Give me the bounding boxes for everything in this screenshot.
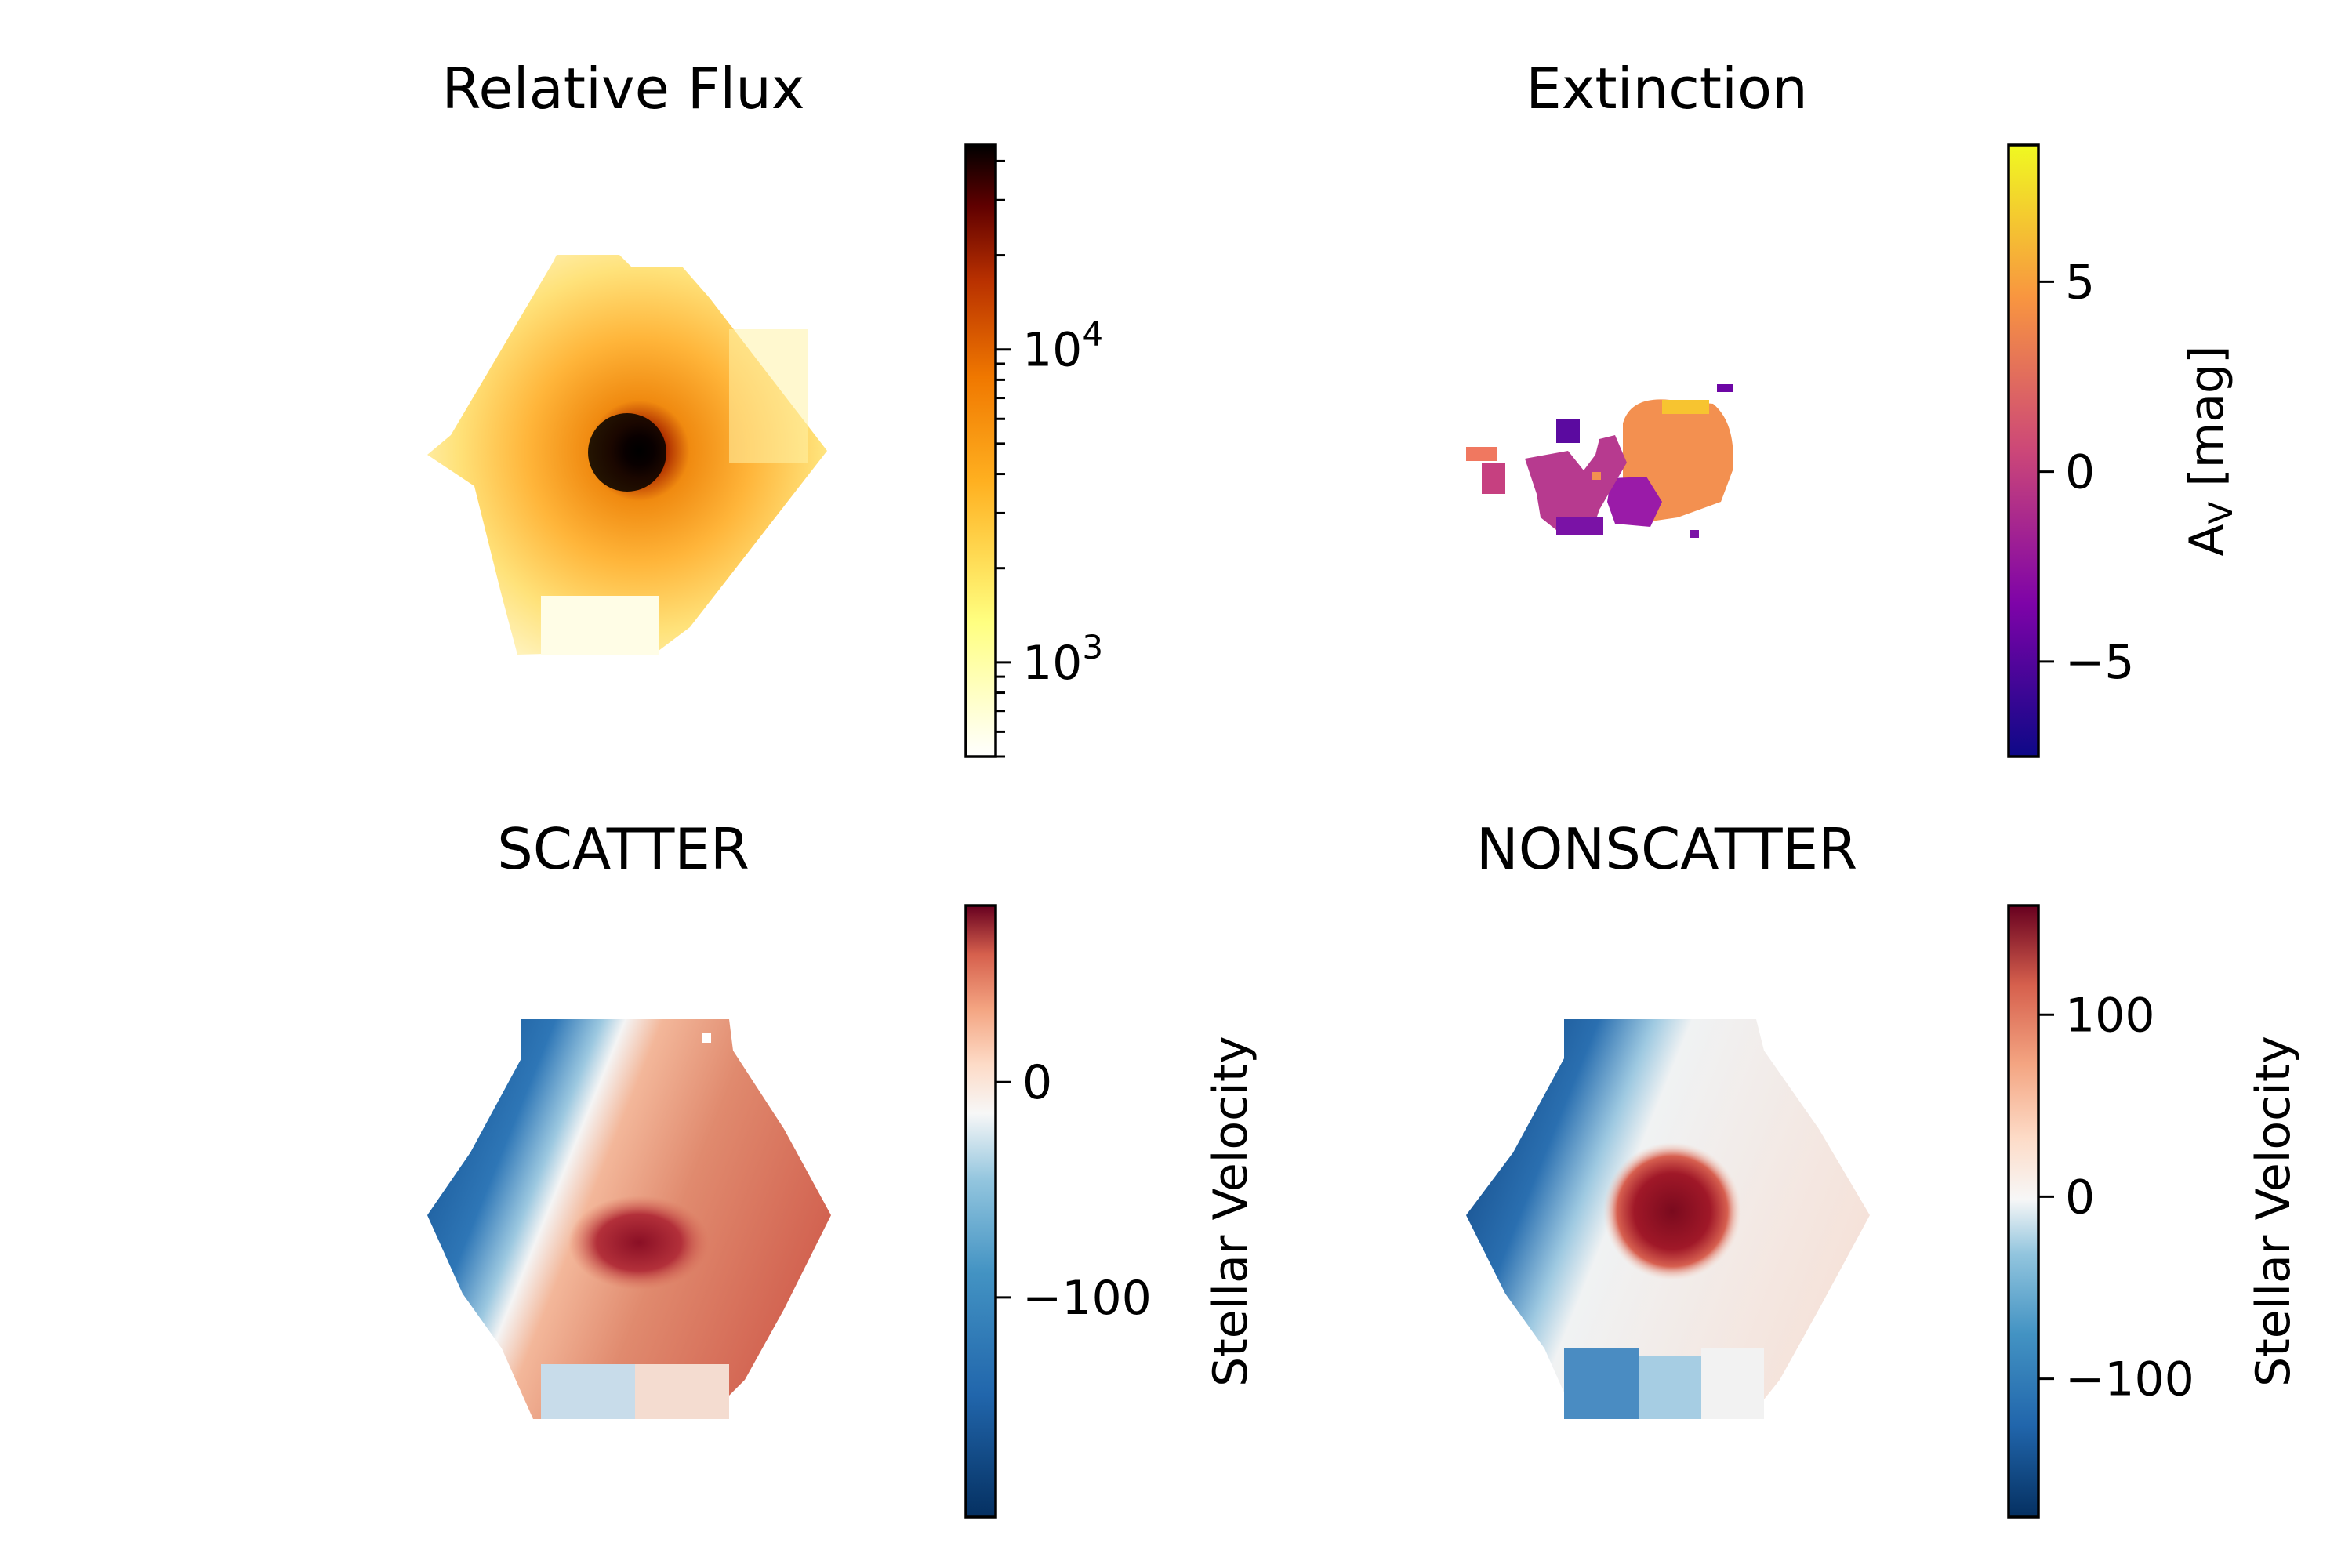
colorbar-tick-label: 103: [1022, 628, 1103, 691]
colorbar-tick-label: 5: [2065, 255, 2095, 310]
extinction-map: [1466, 384, 1733, 538]
panel-title-nonscatter: NONSCATTER: [1476, 816, 1857, 882]
colorbar-0: 103 104: [964, 143, 1103, 758]
scatter-velocity-map: [427, 1019, 831, 1419]
colorbar-tick-label: −100: [2065, 1352, 2194, 1407]
scatter-core: [568, 1196, 710, 1290]
colorbar-label: AV [mag]: [2180, 346, 2240, 557]
colorbar-tick-label: −100: [1022, 1271, 1152, 1326]
colorbar-tick-label: 104: [1022, 315, 1103, 378]
colorbar-3: 100 0 −100 Stellar Velocity: [2007, 904, 2301, 1519]
colorbar-tick-label: 0: [2065, 445, 2095, 500]
colorbar-gradient: [2009, 906, 2038, 1517]
panel-title-flux: Relative Flux: [442, 56, 805, 122]
colorbar-tick-label: 100: [2065, 988, 2155, 1043]
colorbar-frame: [964, 904, 997, 1519]
panel-title-extinction: Extinction: [1526, 56, 1807, 122]
colorbar-1: 5 0 −5 AV [mag]: [2007, 143, 2240, 758]
colorbar-frame: [2007, 904, 2040, 1519]
colorbar-frame: [2007, 143, 2040, 758]
colorbar-2: 0 −100 Stellar Velocity: [964, 904, 1258, 1519]
nonscatter-core: [1603, 1142, 1741, 1280]
colorbar-gradient: [966, 906, 996, 1517]
colorbar-label: Stellar Velocity: [2246, 1036, 2301, 1387]
colorbar-frame: [964, 143, 997, 758]
colorbar-tick-label: −5: [2065, 635, 2134, 690]
nonscatter-velocity-map: [1466, 1019, 1870, 1419]
flux-core: [588, 413, 666, 492]
colorbar-gradient: [966, 145, 996, 757]
colorbar-tick-label: 0: [1022, 1055, 1052, 1110]
flux-map: [427, 255, 827, 655]
colorbar-gradient: [2009, 145, 2038, 757]
panel-title-scatter: SCATTER: [497, 816, 750, 882]
colorbar-tick-label: 0: [2065, 1170, 2095, 1225]
colorbar-label: Stellar Velocity: [1203, 1036, 1258, 1387]
